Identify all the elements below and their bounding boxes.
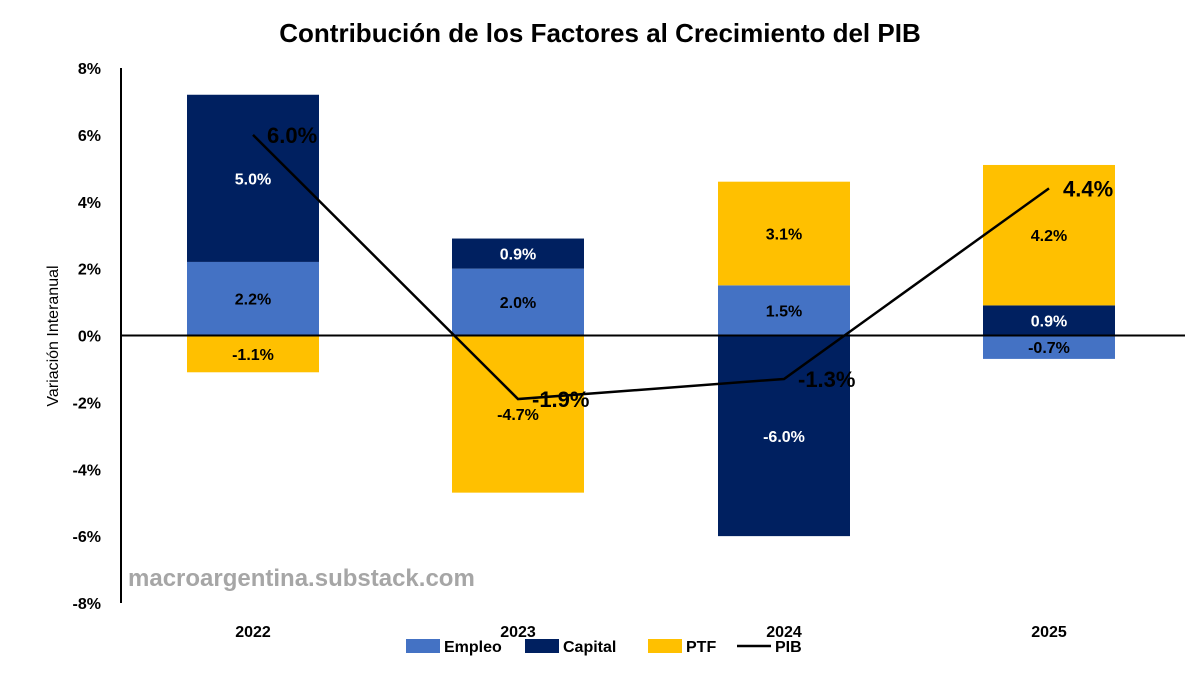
pib-label: 4.4% bbox=[1063, 176, 1113, 201]
bar-segment-ptf bbox=[187, 335, 319, 373]
y-axis-label: Variación Interanual bbox=[45, 265, 62, 406]
legend-swatch-ptf bbox=[648, 639, 682, 653]
data-label: 0.9% bbox=[500, 247, 536, 264]
x-tick-label: 2023 bbox=[500, 624, 536, 641]
data-label: -6.0% bbox=[763, 429, 805, 446]
x-tick-label: 2022 bbox=[235, 624, 271, 641]
y-axis-ticks: 8% 6% 4% 2% 0% -2% -4% -6% -8% bbox=[73, 61, 101, 613]
data-label: -4.7% bbox=[497, 407, 539, 424]
data-label: 2.0% bbox=[500, 295, 536, 312]
y-tick-label: 2% bbox=[78, 262, 101, 279]
bar-segment-capital bbox=[452, 238, 584, 269]
data-label: 3.1% bbox=[766, 227, 802, 244]
bar-segment-capital bbox=[718, 335, 850, 537]
legend: Empleo Capital PTF PIB bbox=[406, 639, 802, 656]
y-tick-label: 6% bbox=[78, 128, 101, 145]
y-tick-label: -4% bbox=[73, 462, 101, 479]
bar-segment-empleo bbox=[452, 268, 584, 336]
data-label: 0.9% bbox=[1031, 313, 1067, 330]
bar-segment-capital bbox=[983, 305, 1115, 336]
bar-segment-empleo bbox=[187, 261, 319, 336]
pib-line bbox=[252, 133, 1050, 401]
bars bbox=[187, 94, 1115, 537]
y-tick-label: 0% bbox=[78, 329, 101, 346]
legend-swatch-empleo bbox=[406, 639, 440, 653]
bar-segment-empleo bbox=[983, 335, 1115, 359]
x-tick-label: 2024 bbox=[766, 624, 802, 641]
legend-label: PIB bbox=[775, 639, 802, 656]
data-label: -0.7% bbox=[1028, 340, 1070, 357]
y-tick-label: -8% bbox=[73, 596, 101, 613]
y-tick-label: 8% bbox=[78, 61, 101, 78]
pib-line-group: 6.0% -1.9% -1.3% 4.4% bbox=[252, 123, 1113, 412]
y-tick-label: 4% bbox=[78, 195, 101, 212]
legend-label: Capital bbox=[563, 639, 616, 656]
segment-labels: 2.2% 5.0% -1.1% 2.0% 0.9% -4.7% 1.5% -6.0% 3.1% -… bbox=[232, 171, 1070, 445]
y-tick-label: -2% bbox=[73, 395, 101, 412]
bar-segment-empleo bbox=[718, 285, 850, 336]
pib-label: -1.9% bbox=[532, 387, 589, 412]
legend-label: PTF bbox=[686, 639, 716, 656]
watermark: macroargentina.substack.com bbox=[128, 565, 475, 592]
legend-swatch-capital bbox=[525, 639, 559, 653]
bar-segment-ptf bbox=[452, 335, 584, 493]
pib-label: 6.0% bbox=[267, 123, 317, 148]
chart-title: Contribución de los Factores al Crecimie… bbox=[279, 18, 920, 48]
x-axis-ticks: 2022 2023 2024 2025 bbox=[235, 624, 1067, 641]
data-label: 5.0% bbox=[235, 171, 271, 188]
pib-label: -1.3% bbox=[798, 367, 855, 392]
y-tick-label: -6% bbox=[73, 529, 101, 546]
x-tick-label: 2025 bbox=[1031, 624, 1067, 641]
data-label: 4.2% bbox=[1031, 228, 1067, 245]
data-label: 1.5% bbox=[766, 303, 802, 320]
bar-segment-ptf bbox=[718, 181, 850, 286]
legend-label: Empleo bbox=[444, 639, 502, 656]
data-label: 2.2% bbox=[235, 292, 271, 309]
data-label: -1.1% bbox=[232, 347, 274, 364]
